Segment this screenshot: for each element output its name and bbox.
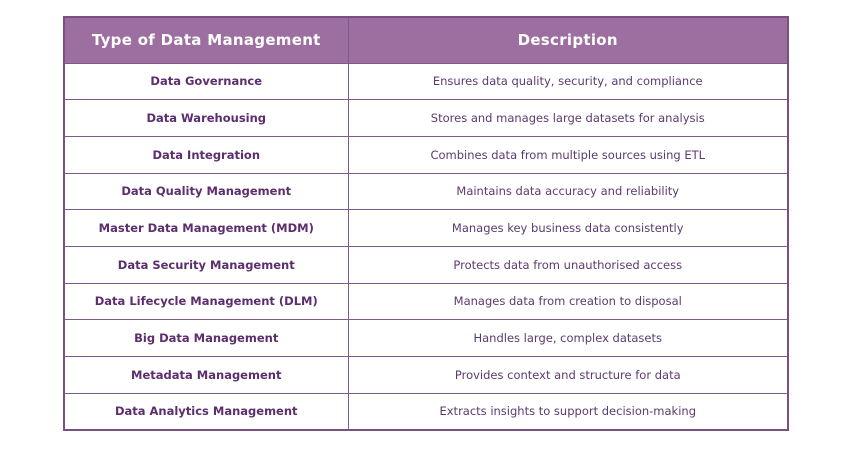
table-row: Metadata Management Provides context and …	[63, 356, 789, 394]
type-cell: Data Quality Management	[63, 172, 349, 211]
type-cell: Data Security Management	[63, 245, 349, 284]
description-cell: Manages key business data consistently	[347, 209, 789, 247]
description-cell: Stores and manages large datasets for an…	[347, 99, 789, 137]
type-cell: Big Data Management	[63, 319, 349, 357]
type-cell: Data Lifecycle Management (DLM)	[63, 282, 349, 321]
description-cell: Manages data from creation to disposal	[347, 282, 789, 321]
description-cell: Protects data from unauthorised access	[347, 245, 789, 284]
table-row: Big Data Management Handles large, comple…	[63, 319, 789, 357]
description-cell: Provides context and structure for data	[347, 356, 789, 394]
description-cell: Maintains data accuracy and reliability	[347, 172, 789, 211]
table-row: Data Security Management Protects data fr…	[63, 245, 789, 284]
description-cell: Handles large, complex datasets	[347, 319, 789, 357]
type-cell: Data Integration	[63, 135, 349, 174]
table-header-row: Type of Data Management Description	[63, 16, 789, 64]
type-cell: Data Warehousing	[63, 99, 349, 137]
type-cell: Master Data Management (MDM)	[63, 209, 349, 247]
table-row: Data Warehousing Stores and manages large…	[63, 99, 789, 137]
type-cell: Metadata Management	[63, 356, 349, 394]
table-row: Data Integration Combines data from multi…	[63, 135, 789, 174]
column-header-description: Description	[347, 16, 789, 64]
table-row: Master Data Management (MDM) Manages key …	[63, 209, 789, 247]
table-row: Data Governance Ensures data quality, sec…	[63, 62, 789, 101]
data-management-table: Type of Data Management Description Data…	[63, 16, 789, 431]
table-row: Data Lifecycle Management (DLM) Manages d…	[63, 282, 789, 321]
table-row: Data Analytics Management Extracts insigh…	[63, 392, 789, 431]
column-header-type: Type of Data Management	[63, 16, 349, 64]
description-cell: Combines data from multiple sources usin…	[347, 135, 789, 174]
description-cell: Ensures data quality, security, and comp…	[347, 62, 789, 101]
description-cell: Extracts insights to support decision-ma…	[347, 392, 789, 431]
type-cell: Data Governance	[63, 62, 349, 101]
table-row: Data Quality Management Maintains data ac…	[63, 172, 789, 211]
table-body: Data Governance Ensures data quality, sec…	[63, 62, 789, 431]
type-cell: Data Analytics Management	[63, 392, 349, 431]
